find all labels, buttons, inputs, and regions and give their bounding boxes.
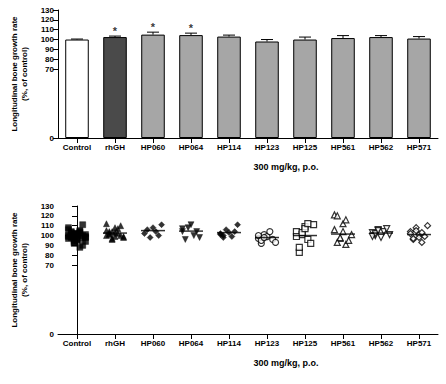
svg-text:HP064: HP064 [179,339,204,348]
svg-text:Control: Control [63,143,91,152]
svg-text:HP060: HP060 [141,143,166,152]
svg-text:HP125: HP125 [293,339,318,348]
svg-text:rhGH: rhGH [105,339,125,348]
svg-text:120: 120 [41,211,55,220]
svg-text:HP123: HP123 [255,143,280,152]
svg-text:*: * [113,25,118,37]
svg-text:HP561: HP561 [331,339,356,348]
svg-text:HP125: HP125 [293,143,318,152]
svg-text:300 mg/kg, p.o.: 300 mg/kg, p.o. [253,162,318,172]
svg-text:HP114: HP114 [217,143,242,152]
svg-text:rhGH: rhGH [105,143,125,152]
svg-text:*: * [189,22,194,34]
svg-text:110: 110 [41,221,54,230]
svg-text:HP571: HP571 [407,339,432,348]
svg-text:70: 70 [45,65,54,74]
svg-text:HP064: HP064 [179,143,204,152]
svg-text:Longitudinal bone growth rate: Longitudinal bone growth rate [10,212,19,328]
svg-text:80: 80 [45,251,54,260]
svg-text:HP561: HP561 [331,143,356,152]
svg-text:90: 90 [45,45,54,54]
svg-text:130: 130 [41,202,55,211]
svg-text:130: 130 [41,6,55,15]
svg-text:(%, of control): (%, of control) [20,243,29,297]
svg-text:Control: Control [63,339,91,348]
svg-text:HP562: HP562 [369,143,394,152]
svg-text:0: 0 [50,134,55,143]
svg-text:110: 110 [41,25,54,34]
svg-text:HP123: HP123 [255,339,280,348]
svg-text:80: 80 [45,55,54,64]
svg-text:90: 90 [45,241,54,250]
svg-text:(%, of control): (%, of control) [20,47,29,101]
svg-text:*: * [151,21,156,33]
svg-text:100: 100 [41,231,55,240]
svg-text:HP060: HP060 [141,339,166,348]
svg-text:300 mg/kg, p.o.: 300 mg/kg, p.o. [253,358,318,368]
svg-text:100: 100 [41,35,55,44]
svg-text:HP571: HP571 [407,143,432,152]
svg-text:0: 0 [50,330,55,339]
svg-text:70: 70 [45,261,54,270]
svg-text:120: 120 [41,15,55,24]
svg-text:HP562: HP562 [369,339,394,348]
svg-text:Longitudinal bone growth rate: Longitudinal bone growth rate [10,16,19,132]
svg-text:HP114: HP114 [217,339,242,348]
